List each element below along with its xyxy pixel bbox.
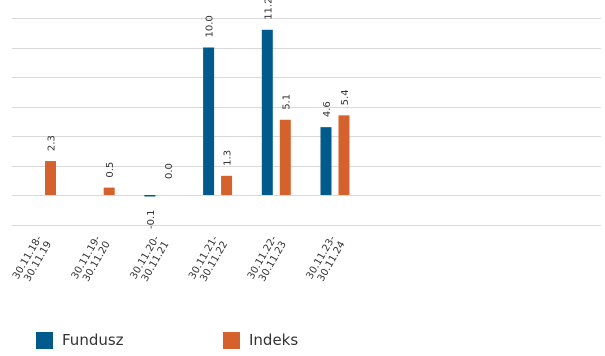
gridlines: [12, 18, 601, 226]
value-label-fundusz-3: 10.0: [205, 15, 216, 37]
x-tick-label-5: 30.11.23-30.11.24: [305, 234, 348, 287]
value-label-indeks-5: 5.4: [340, 89, 351, 105]
legend-item-fundusz: Fundusz: [36, 329, 124, 351]
x-tick-label-0: 30.11.18-30.11.19: [11, 234, 54, 287]
x-tick-label-1: 30.11.19-30.11.20: [70, 234, 113, 287]
legend-item-indeks: Indeks: [223, 329, 298, 351]
x-tick-label-4: 30.11.22-30.11.23: [246, 234, 289, 287]
bar-indeks-0: [45, 161, 56, 195]
value-labels-layer: 2.3 0.5 -0.1 0.0 10.0 1.3 11.2 5.1 4.6 5.4: [47, 0, 352, 229]
legend-label-indeks: Indeks: [249, 331, 299, 349]
value-label-indeks-0: 2.3: [47, 135, 58, 151]
legend-swatch-indeks: [223, 331, 240, 349]
value-label-indeks-3: 1.3: [223, 150, 234, 166]
x-tick-label-3: 30.11.21-30.11.22: [187, 234, 230, 287]
value-label-fundusz-2: -0.1: [146, 209, 157, 229]
value-label-indeks-4: 5.1: [281, 94, 292, 110]
bar-fundusz-3: [203, 47, 215, 195]
x-tick-labels-layer: 30.11.18-30.11.19 30.11.19-30.11.20 30.11.…: [11, 234, 348, 287]
bar-fundusz-4: [261, 29, 273, 195]
legend-label-fundusz: Fundusz: [62, 331, 124, 349]
value-label-indeks-1: 0.5: [105, 162, 116, 178]
bar-fundusz-5: [320, 127, 332, 195]
x-tick-label-2: 30.11.20-30.11.21: [128, 234, 171, 287]
bar-indeks-5: [338, 115, 350, 195]
bar-fundusz-2: [144, 195, 156, 197]
value-label-fundusz-5: 4.6: [322, 101, 333, 117]
bar-indeks-4: [279, 119, 291, 195]
legend-swatch-fundusz: [36, 331, 53, 349]
bar-indeks-1: [103, 187, 115, 195]
value-label-fundusz-4: 11.2: [263, 0, 274, 20]
value-label-indeks-2: 0.0: [164, 163, 175, 179]
bar-indeks-3: [221, 175, 233, 195]
bars-layer: [45, 29, 350, 197]
